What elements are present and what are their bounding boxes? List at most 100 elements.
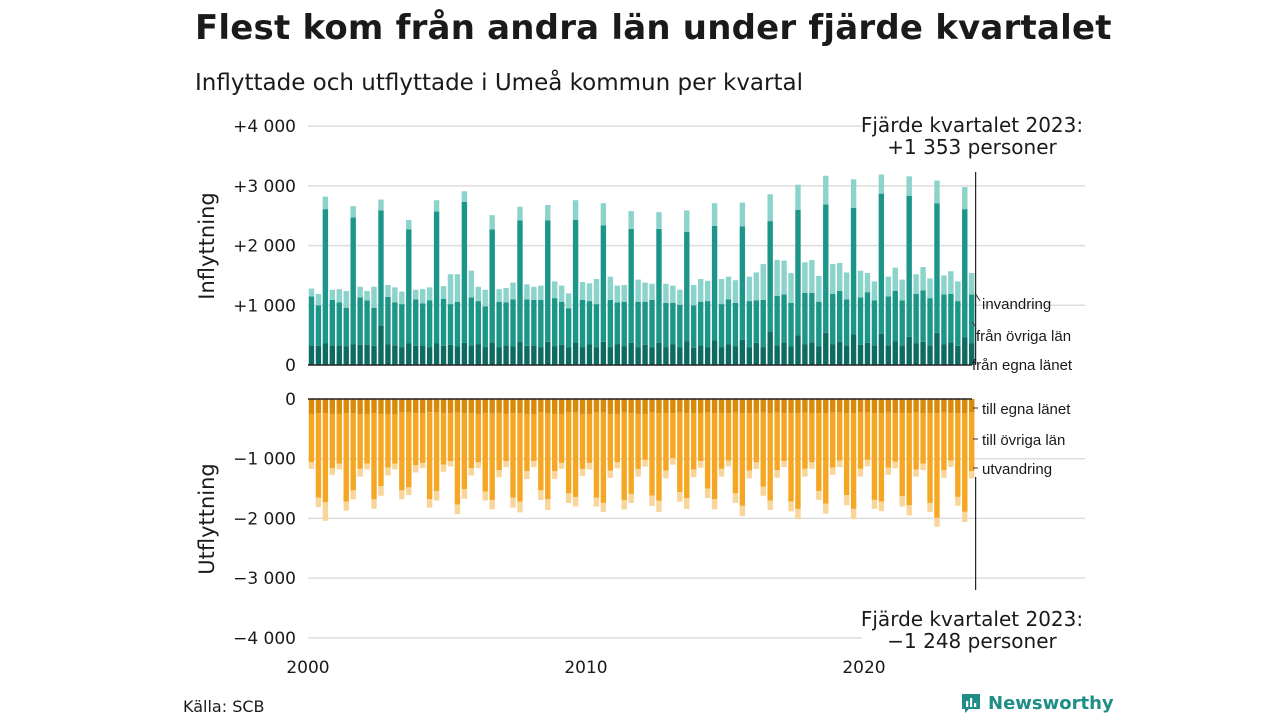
bar-utvandring bbox=[941, 470, 947, 478]
bar-utvandring bbox=[496, 470, 502, 478]
bar-invandring bbox=[385, 284, 391, 297]
bar-till-ovriga-lan bbox=[739, 413, 746, 506]
bar-till-egna-lanet bbox=[753, 399, 759, 414]
bar-fran-egna-lanet bbox=[753, 342, 759, 365]
bar-till-ovriga-lan bbox=[711, 413, 718, 500]
bar-fran-ovriga-lan bbox=[809, 292, 815, 343]
bars bbox=[308, 174, 975, 527]
bar-invandring bbox=[857, 270, 864, 298]
bar-utvandring bbox=[725, 460, 732, 467]
bar-fran-egna-lanet bbox=[440, 345, 447, 365]
bar-invandring bbox=[704, 280, 711, 302]
bar-till-ovriga-lan bbox=[795, 413, 801, 509]
bar-invandring bbox=[649, 283, 655, 300]
bar-till-ovriga-lan bbox=[336, 413, 342, 464]
bar-invandring bbox=[558, 285, 565, 302]
bar-fran-ovriga-lan bbox=[454, 301, 461, 347]
bar-till-ovriga-lan bbox=[830, 412, 836, 468]
bar-till-egna-lanet bbox=[955, 399, 961, 414]
bar-fran-egna-lanet bbox=[704, 347, 711, 365]
bar-invandring bbox=[433, 200, 440, 212]
bar-fran-ovriga-lan bbox=[322, 209, 329, 344]
bar-fran-ovriga-lan bbox=[802, 292, 808, 345]
bar-till-egna-lanet bbox=[656, 399, 662, 414]
bar-till-egna-lanet bbox=[371, 399, 377, 414]
bar-fran-ovriga-lan bbox=[823, 204, 829, 333]
bar-till-ovriga-lan bbox=[454, 412, 461, 505]
bar-fran-ovriga-lan bbox=[871, 300, 878, 346]
bar-utvandring bbox=[739, 505, 746, 517]
brand-logo[interactable]: Newsworthy bbox=[960, 692, 1114, 714]
bar-invandring bbox=[538, 285, 544, 300]
bar-utvandring bbox=[315, 497, 322, 508]
bar-invandring bbox=[691, 284, 697, 306]
bar-utvandring bbox=[864, 459, 871, 467]
bar-invandring bbox=[725, 276, 732, 300]
bar-utvandring bbox=[760, 486, 766, 496]
bar-utvandring bbox=[677, 492, 683, 502]
bar-fran-egna-lanet bbox=[350, 344, 356, 365]
bar-fran-ovriga-lan bbox=[711, 225, 718, 341]
bar-till-ovriga-lan bbox=[433, 412, 440, 491]
bar-fran-egna-lanet bbox=[864, 342, 871, 365]
bar-fran-egna-lanet bbox=[906, 336, 912, 365]
ut-tick-label: −3 000 bbox=[233, 569, 296, 589]
bar-fran-ovriga-lan bbox=[447, 304, 454, 345]
bar-fran-ovriga-lan bbox=[496, 301, 502, 348]
bar-invandring bbox=[322, 196, 329, 210]
bar-fran-ovriga-lan bbox=[468, 297, 475, 346]
bar-invandring bbox=[600, 203, 607, 226]
bar-till-egna-lanet bbox=[517, 399, 523, 414]
bar-till-ovriga-lan bbox=[621, 412, 627, 500]
bar-till-egna-lanet bbox=[857, 399, 864, 413]
bar-till-ovriga-lan bbox=[836, 412, 843, 461]
bar-fran-ovriga-lan bbox=[538, 299, 544, 348]
bar-fran-egna-lanet bbox=[545, 341, 551, 365]
bar-fran-egna-lanet bbox=[962, 337, 968, 365]
bar-fran-egna-lanet bbox=[670, 344, 676, 365]
bar-utvandring bbox=[607, 470, 614, 478]
bar-fran-egna-lanet bbox=[718, 347, 725, 365]
bar-till-egna-lanet bbox=[663, 399, 669, 414]
bar-invandring bbox=[371, 286, 377, 308]
label-till-ovriga-lan: till övriga län bbox=[982, 432, 1065, 449]
bar-fran-ovriga-lan bbox=[656, 228, 662, 343]
bar-invandring bbox=[677, 289, 683, 305]
bar-till-egna-lanet bbox=[545, 399, 551, 414]
bar-fran-ovriga-lan bbox=[642, 301, 648, 345]
bar-invandring bbox=[816, 276, 822, 302]
bar-invandring bbox=[732, 280, 739, 303]
bar-utvandring bbox=[364, 463, 370, 470]
bar-till-egna-lanet bbox=[781, 399, 787, 414]
bar-fran-ovriga-lan bbox=[364, 300, 370, 345]
label-till-egna-lanet: till egna länet bbox=[982, 401, 1071, 418]
in-annotation-line2: +1 353 personer bbox=[887, 135, 1057, 159]
axes: 0 +1 000 +2 000 +3 000 +4 000 0 −1 000 −2 000 −3… bbox=[233, 117, 977, 678]
bar-fran-ovriga-lan bbox=[524, 299, 530, 346]
bar-fran-egna-lanet bbox=[816, 346, 822, 365]
bar-utvandring bbox=[552, 471, 558, 480]
bar-utvandring bbox=[969, 471, 975, 479]
bar-fran-ovriga-lan bbox=[677, 304, 683, 348]
x-tick-label: 2010 bbox=[564, 658, 607, 678]
bar-utvandring bbox=[684, 498, 690, 509]
bar-till-egna-lanet bbox=[489, 399, 495, 414]
bar-utvandring bbox=[857, 468, 864, 477]
bar-till-ovriga-lan bbox=[850, 413, 857, 509]
bar-utvandring bbox=[482, 491, 488, 501]
bar-till-egna-lanet bbox=[503, 399, 509, 414]
bar-till-ovriga-lan bbox=[899, 413, 905, 497]
bar-invandring bbox=[927, 278, 933, 299]
bar-till-ovriga-lan bbox=[948, 413, 954, 461]
bar-fran-egna-lanet bbox=[941, 344, 947, 365]
bar-invandring bbox=[524, 284, 530, 300]
bar-fran-egna-lanet bbox=[315, 345, 322, 365]
bar-utvandring bbox=[558, 462, 565, 469]
bar-invandring bbox=[955, 281, 961, 302]
bar-utvandring bbox=[461, 489, 468, 499]
bar-utvandring bbox=[962, 511, 968, 522]
bar-till-ovriga-lan bbox=[399, 412, 405, 491]
bar-fran-ovriga-lan bbox=[440, 298, 447, 346]
bar-utvandring bbox=[656, 500, 662, 512]
bar-invandring bbox=[447, 274, 454, 305]
